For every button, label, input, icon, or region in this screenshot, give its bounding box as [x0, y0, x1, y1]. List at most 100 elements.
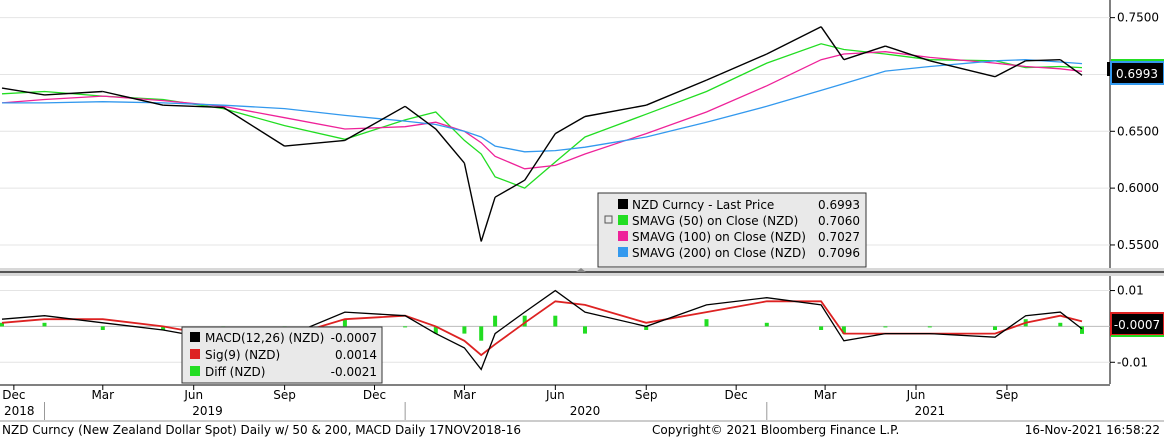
macd-diff-bar [1080, 326, 1084, 334]
price-segment [820, 26, 845, 61]
price-segment [706, 53, 768, 81]
last-macd-badge-text: -0.0007 [1114, 318, 1160, 332]
macd-y-tick-label: 0.01 [1117, 284, 1144, 298]
price-series-line [2, 59, 1083, 153]
price-segment [1, 87, 45, 96]
macd-diff-bar [403, 326, 408, 328]
legend-value: 0.7060 [818, 214, 860, 228]
macd-legend-row: Sig(9) (NZD) 0.0014 [190, 348, 377, 362]
x-month-label: Dec [725, 388, 748, 402]
macd-diff-bar [342, 319, 347, 327]
footer-right-text: 16-Nov-2021 16:58:22 [1025, 423, 1160, 437]
price-segment [1025, 59, 1061, 62]
macd-diff-bar [42, 322, 47, 327]
price-segment [524, 133, 556, 181]
price-segment [284, 139, 345, 147]
price-segment [494, 179, 526, 198]
x-month-label: Mar [453, 388, 476, 402]
price-legend[interactable]: NZD Curncy - Last Price 0.6993 SMAVG (50… [597, 192, 867, 268]
legend-value: 0.6993 [818, 198, 860, 212]
macd-y-tick-label: -0.01 [1117, 355, 1148, 369]
legend-swatch-icon [190, 349, 200, 359]
price-y-tick-label: 0.5500 [1117, 238, 1159, 252]
legend-label: SMAVG (100) on Close (NZD) [632, 230, 806, 244]
x-month-label: Dec [2, 388, 25, 402]
macd-diff-bar [462, 326, 467, 334]
price-y-tick-label: 0.6000 [1117, 181, 1159, 195]
macd-diff-bar [644, 326, 649, 330]
x-year-label: 2018 [4, 404, 35, 418]
macd-diff-bar [764, 322, 769, 327]
footer-left-text: NZD Curncy (New Zealand Dollar Spot) Dai… [2, 423, 521, 437]
price-segment [885, 45, 931, 62]
price-segment [766, 26, 822, 55]
x-year-label: 2019 [192, 404, 223, 418]
macd-diff-bar [0, 322, 4, 327]
price-segment [554, 115, 586, 135]
macd-diff-bar [522, 315, 527, 327]
separator-handle-icon[interactable] [576, 268, 586, 272]
legend-expand-icon[interactable] [604, 215, 613, 224]
macd-diff-bar [479, 326, 484, 341]
last-macd-badge: -0.0007 [1110, 312, 1164, 337]
footer-center-text: Copyright© 2021 Bloomberg Finance L.P. [652, 423, 899, 437]
legend-value: 0.0014 [335, 348, 377, 362]
macd-diff-bar [100, 326, 105, 330]
last-price-badge-box [1110, 61, 1164, 85]
macd-diff-bar [1058, 322, 1063, 327]
legend-label: SMAVG (200) on Close (NZD) [632, 246, 806, 260]
price-segment [1059, 59, 1083, 76]
x-year-label: 2020 [570, 404, 601, 418]
macd-diff-bar [433, 326, 438, 334]
price-segment [463, 162, 482, 242]
x-month-label: Jun [183, 388, 203, 402]
macd-diff-bar [883, 326, 888, 328]
price-segment [584, 104, 647, 118]
price-segment [435, 128, 465, 164]
price-segment [44, 90, 103, 96]
macd-diff-bar [583, 326, 587, 334]
price-segment [344, 105, 406, 142]
macd-diff-bar [704, 319, 709, 327]
macd-diff-bar [161, 326, 166, 330]
price-segment [480, 196, 496, 242]
macd-diff-bar [553, 315, 558, 327]
legend-value: -0.0007 [331, 331, 377, 345]
price-segment [404, 105, 437, 130]
price-legend-row: NZD Curncy - Last Price 0.6993 [618, 198, 860, 212]
legend-value: 0.7027 [818, 230, 860, 244]
legend-swatch-icon [618, 215, 628, 225]
legend-swatch-icon [190, 332, 200, 342]
price-segment [222, 106, 285, 147]
last-price-badge-text: 0.6993 [1116, 67, 1158, 81]
macd-diff-bar [993, 326, 997, 330]
macd-diff-bar [927, 326, 932, 328]
macd-diff-bar [841, 326, 846, 334]
legend-label: SMAVG (50) on Close (NZD) [632, 214, 798, 228]
macd-legend-row: MACD(12,26) (NZD) -0.0007 [190, 331, 377, 345]
last-price-badge: 0.6993 [1107, 59, 1164, 85]
legend-label: Diff (NZD) [205, 365, 265, 379]
macd-legend-row: Diff (NZD) -0.0021 [190, 365, 377, 379]
price-segment [843, 45, 886, 61]
price-legend-row: SMAVG (200) on Close (NZD) 0.7096 [618, 246, 860, 260]
macd-diff-bar [493, 315, 498, 327]
x-month-label: Jun [906, 388, 926, 402]
legend-swatch-icon [190, 366, 200, 376]
legend-swatch-icon [618, 199, 628, 209]
legend-label: Sig(9) (NZD) [205, 348, 280, 362]
badge-left-marker-icon [1107, 62, 1111, 76]
macd-legend[interactable]: MACD(12,26) (NZD) -0.0007 Sig(9) (NZD) 0… [181, 326, 383, 384]
price-y-tick-label: 0.7500 [1117, 11, 1159, 25]
price-segment [163, 104, 224, 109]
x-month-label: Jun [545, 388, 565, 402]
legend-value: -0.0021 [331, 365, 377, 379]
legend-value: 0.7096 [818, 246, 860, 260]
x-month-label: Mar [814, 388, 837, 402]
price-legend-row: SMAVG (50) on Close (NZD) 0.7060 [604, 214, 860, 228]
price-series-layer [1, 26, 1083, 242]
price-legend-box [597, 192, 867, 268]
price-segment [929, 60, 996, 78]
